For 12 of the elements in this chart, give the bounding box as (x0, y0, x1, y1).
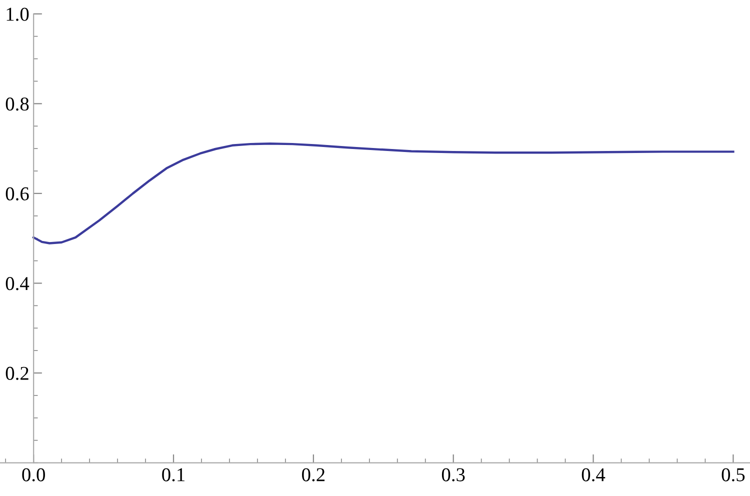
y-tick-label: 0.6 (6, 187, 29, 200)
x-tick-label: 0.0 (22, 468, 45, 482)
x-tick-label: 0.1 (162, 468, 184, 482)
x-tick-label: 0.2 (302, 468, 325, 482)
x-tick-label: 0.5 (722, 468, 745, 482)
y-tick-label: 0.8 (6, 97, 29, 111)
y-tick-label: 0.4 (6, 277, 30, 290)
y-tick-label: 1.0 (6, 8, 29, 21)
y-tick-label: 0.2 (6, 366, 28, 380)
x-tick-label: 0.3 (442, 468, 465, 482)
line-series (32, 142, 734, 244)
x-tick-label: 0.4 (582, 468, 606, 482)
